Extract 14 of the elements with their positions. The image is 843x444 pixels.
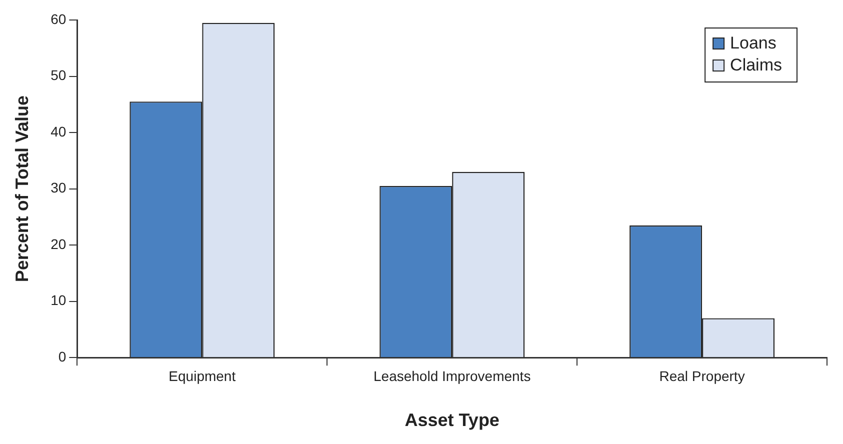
legend-label: Claims [730, 56, 782, 75]
y-tick-label: 40 [50, 123, 66, 140]
y-tick-label: 30 [50, 180, 66, 196]
y-tick-label: 60 [50, 10, 66, 27]
y-tick-label: 0 [58, 348, 66, 364]
x-tick-label: Leasehold Improvements [373, 368, 531, 384]
x-tick-label: Equipment [168, 368, 236, 384]
x-axis-title: Asset Type [404, 410, 500, 430]
y-tick-label: 20 [50, 236, 66, 252]
x-tick-label: Real Property [659, 368, 745, 384]
legend-label: Loans [730, 34, 776, 53]
y-tick-label: 10 [50, 292, 66, 308]
y-axis-title: Percent of Total Value [12, 95, 32, 282]
y-tick-label: 50 [50, 67, 66, 84]
